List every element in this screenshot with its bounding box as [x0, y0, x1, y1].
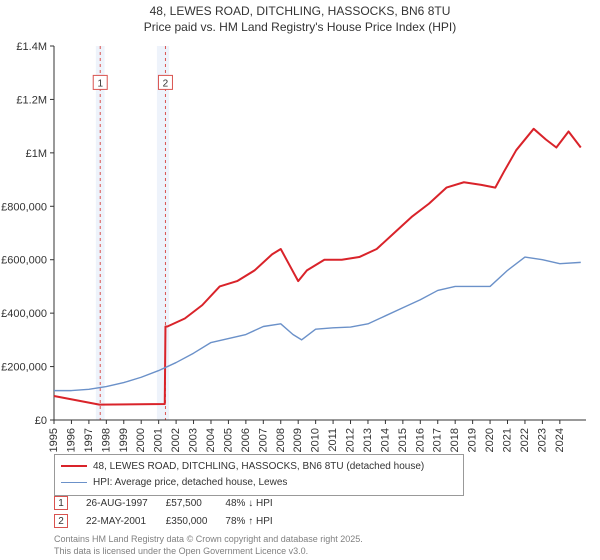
event-row: 1 26-AUG-1997£57,50048% ↓ HPI — [54, 494, 291, 512]
svg-text:£600,000: £600,000 — [1, 255, 47, 267]
svg-text:2021: 2021 — [502, 428, 514, 452]
svg-text:2018: 2018 — [449, 428, 461, 452]
svg-text:2006: 2006 — [240, 428, 252, 452]
svg-text:2009: 2009 — [292, 428, 304, 452]
svg-text:2007: 2007 — [257, 428, 269, 452]
event-delta: 78% ↑ HPI — [225, 512, 290, 530]
event-date: 26-AUG-1997 — [86, 494, 166, 512]
svg-text:2010: 2010 — [310, 428, 322, 452]
chart-container: { "title": { "line1": "48, LEWES ROAD, D… — [0, 0, 600, 560]
svg-text:2024: 2024 — [554, 428, 566, 452]
legend-label: 48, LEWES ROAD, DITCHLING, HASSOCKS, BN6… — [93, 461, 424, 472]
svg-text:£200,000: £200,000 — [1, 362, 47, 374]
svg-text:2023: 2023 — [536, 428, 548, 452]
svg-text:1999: 1999 — [118, 428, 130, 452]
svg-text:£1.2M: £1.2M — [16, 94, 47, 106]
legend-swatch — [61, 482, 87, 483]
svg-text:2016: 2016 — [414, 428, 426, 452]
svg-text:2003: 2003 — [188, 428, 200, 452]
svg-text:2013: 2013 — [362, 428, 374, 452]
svg-text:1998: 1998 — [100, 428, 112, 452]
svg-text:1997: 1997 — [83, 428, 95, 452]
legend-swatch — [61, 465, 87, 467]
svg-text:1996: 1996 — [65, 428, 77, 452]
legend-item: 48, LEWES ROAD, DITCHLING, HASSOCKS, BN6… — [61, 459, 457, 475]
svg-text:£1.4M: £1.4M — [16, 41, 47, 53]
chart-legend: 48, LEWES ROAD, DITCHLING, HASSOCKS, BN6… — [54, 454, 464, 496]
attribution-footer: Contains HM Land Registry data © Crown c… — [54, 534, 363, 557]
svg-text:£800,000: £800,000 — [1, 201, 47, 213]
footer-line-1: Contains HM Land Registry data © Crown c… — [54, 534, 363, 546]
svg-text:£400,000: £400,000 — [1, 308, 47, 320]
svg-text:2022: 2022 — [519, 428, 531, 452]
footer-line-2: This data is licensed under the Open Gov… — [54, 546, 363, 558]
event-date: 22-MAY-2001 — [86, 512, 166, 530]
events-table: 1 26-AUG-1997£57,50048% ↓ HPI 2 22-MAY-2001… — [54, 494, 291, 530]
svg-text:2005: 2005 — [222, 428, 234, 452]
legend-label: HPI: Average price, detached house, Lewe… — [93, 477, 287, 488]
event-row: 2 22-MAY-2001£350,00078% ↑ HPI — [54, 512, 291, 530]
event-marker: 1 — [54, 496, 68, 510]
svg-text:2: 2 — [163, 78, 169, 89]
svg-text:2002: 2002 — [170, 428, 182, 452]
svg-text:£1M: £1M — [26, 148, 47, 160]
svg-text:1995: 1995 — [48, 428, 60, 452]
svg-text:2014: 2014 — [379, 428, 391, 452]
svg-text:2000: 2000 — [135, 428, 147, 452]
svg-text:£0: £0 — [35, 415, 47, 427]
svg-text:2015: 2015 — [397, 428, 409, 452]
svg-text:2019: 2019 — [467, 428, 479, 452]
svg-text:2004: 2004 — [205, 428, 217, 452]
svg-text:1: 1 — [97, 78, 103, 89]
svg-text:2017: 2017 — [432, 428, 444, 452]
svg-text:2012: 2012 — [345, 428, 357, 452]
svg-text:2008: 2008 — [275, 428, 287, 452]
legend-item: HPI: Average price, detached house, Lewe… — [61, 475, 457, 491]
event-price: £57,500 — [166, 494, 226, 512]
event-marker: 2 — [54, 514, 68, 528]
svg-text:2001: 2001 — [153, 428, 165, 452]
line-chart: 1 2 £0 £200,000 £400,000 £600,000 £800,000 £1M £… — [0, 0, 600, 452]
svg-text:2020: 2020 — [484, 428, 496, 452]
event-price: £350,000 — [166, 512, 226, 530]
svg-text:2011: 2011 — [327, 428, 339, 452]
event-delta: 48% ↓ HPI — [225, 494, 290, 512]
